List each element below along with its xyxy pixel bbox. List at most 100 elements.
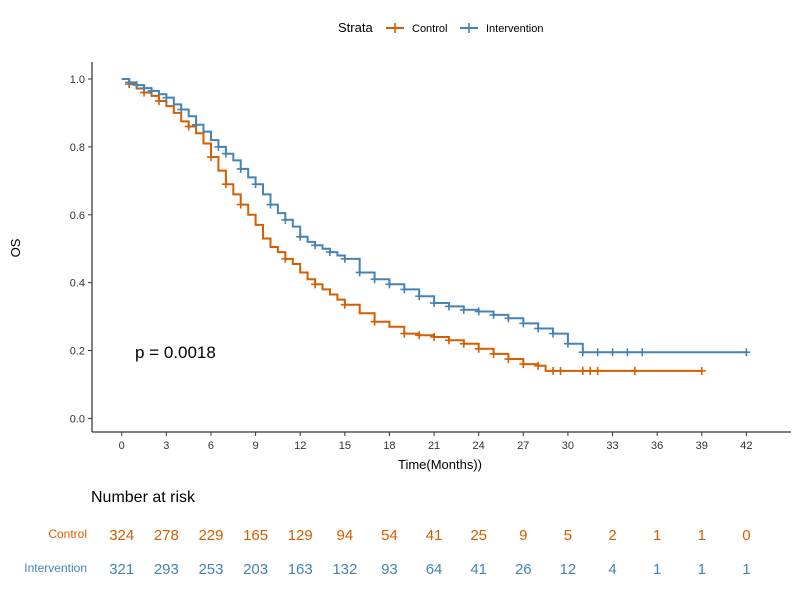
censor-mark: [578, 348, 587, 357]
censor-mark: [638, 348, 647, 357]
x-tick-label: 42: [740, 440, 752, 452]
censor-mark: [236, 200, 245, 209]
risk-count: 129: [288, 527, 313, 544]
censor-mark: [221, 180, 230, 189]
censor-mark: [430, 299, 439, 308]
x-tick-label: 27: [517, 440, 529, 452]
censor-mark: [125, 78, 134, 87]
x-tick-label: 9: [253, 440, 259, 452]
censor-mark: [162, 93, 171, 102]
censor-mark: [474, 307, 483, 316]
censor-mark: [154, 97, 163, 106]
censor-mark: [340, 254, 349, 263]
censor-mark: [444, 302, 453, 311]
risk-count: 1: [698, 561, 706, 578]
censor-mark: [534, 324, 543, 333]
censor-mark: [340, 300, 349, 309]
risk-count: 165: [243, 527, 268, 544]
risk-count: 1: [698, 527, 706, 544]
legend-item-intervention: Intervention: [460, 23, 543, 35]
censor-mark: [206, 153, 215, 162]
y-tick-label: 0.0: [70, 413, 85, 425]
risk-count: 278: [154, 527, 179, 544]
risk-row-intervention: Intervention 321 293 253 203 163 132 93 64 41 26 12…: [24, 561, 750, 578]
x-tick-label: 12: [294, 440, 306, 452]
legend-item-control: Control: [386, 23, 447, 35]
x-axis-title: Time(Months)): [398, 457, 482, 472]
censor-mark: [251, 180, 260, 189]
series-intervention: [121, 77, 751, 357]
risk-row-control: Control 324 278 229 165 129 94 54 41 25 9 5 2 1 1 0: [48, 527, 750, 544]
censor-mark: [444, 336, 453, 345]
censor-mark: [578, 366, 587, 375]
risk-count: 41: [470, 561, 487, 578]
censor-mark: [370, 275, 379, 284]
x-tick-label: 0: [119, 440, 125, 452]
legend: Strata Control Intervention: [338, 20, 543, 35]
censor-mark: [623, 348, 632, 357]
censor-mark: [459, 305, 468, 314]
x-tick-label: 15: [339, 440, 351, 452]
censor-mark: [459, 339, 468, 348]
censor-mark: [140, 84, 149, 93]
risk-count: 1: [653, 527, 661, 544]
censor-mark: [474, 344, 483, 353]
p-value-annotation: p = 0.0018: [135, 343, 216, 362]
x-tick-label: 18: [383, 440, 395, 452]
risk-table: Number at risk Control 324 278 229 165 129 94 5…: [24, 489, 750, 578]
x-tick-label: 24: [473, 440, 485, 452]
x-tick-label: 36: [651, 440, 663, 452]
censor-mark: [430, 332, 439, 341]
censor-mark: [697, 366, 706, 375]
risk-count: 93: [381, 561, 398, 578]
censor-mark: [370, 317, 379, 326]
censor-mark: [489, 310, 498, 319]
x-tick-label: 30: [562, 440, 574, 452]
x-tick-label: 39: [696, 440, 708, 452]
x-tick-label: 3: [163, 440, 169, 452]
censor-mark: [184, 122, 193, 131]
censor-mark: [192, 120, 201, 129]
censor-mark: [415, 292, 424, 301]
censor-mark: [489, 349, 498, 358]
risk-row-label: Control: [48, 527, 87, 541]
censor-mark: [415, 331, 424, 340]
risk-count: 324: [109, 527, 134, 544]
risk-count: 229: [198, 527, 223, 544]
x-axis: 0 3 6 9 12 15 18 21 24 27 30 33 36 39 42: [92, 431, 791, 452]
risk-count: 253: [198, 561, 223, 578]
censor-mark: [385, 280, 394, 289]
risk-count: 25: [470, 527, 487, 544]
risk-table-title: Number at risk: [91, 489, 196, 506]
censor-mark: [534, 361, 543, 370]
risk-count: 163: [288, 561, 313, 578]
risk-count: 94: [336, 527, 353, 544]
risk-count: 12: [560, 561, 577, 578]
y-axis: 0.0 0.2 0.4 0.6 0.8 1.0: [70, 62, 93, 432]
censor-mark: [593, 348, 602, 357]
y-axis-title: OS: [8, 238, 23, 257]
censor-mark: [630, 366, 639, 375]
risk-count: 9: [519, 527, 527, 544]
survival-line-control: [121, 77, 702, 372]
y-tick-label: 0.8: [70, 142, 85, 154]
censor-mark: [400, 285, 409, 294]
risk-count: 2: [608, 527, 616, 544]
risk-count: 132: [332, 561, 357, 578]
censor-mark: [549, 366, 558, 375]
risk-count: 54: [381, 527, 398, 544]
censor-mark: [549, 329, 558, 338]
censor-mark: [593, 366, 602, 375]
survival-line-intervention: [121, 77, 747, 354]
risk-count: 5: [564, 527, 572, 544]
risk-count: 0: [742, 527, 750, 544]
censor-mark: [608, 348, 617, 357]
censor-mark: [214, 142, 223, 151]
survival-curves: [121, 77, 751, 375]
y-tick-label: 1.0: [70, 74, 85, 86]
risk-count: 321: [109, 561, 134, 578]
censor-mark: [236, 164, 245, 173]
censor-mark: [311, 280, 320, 289]
censor-mark: [325, 248, 334, 257]
